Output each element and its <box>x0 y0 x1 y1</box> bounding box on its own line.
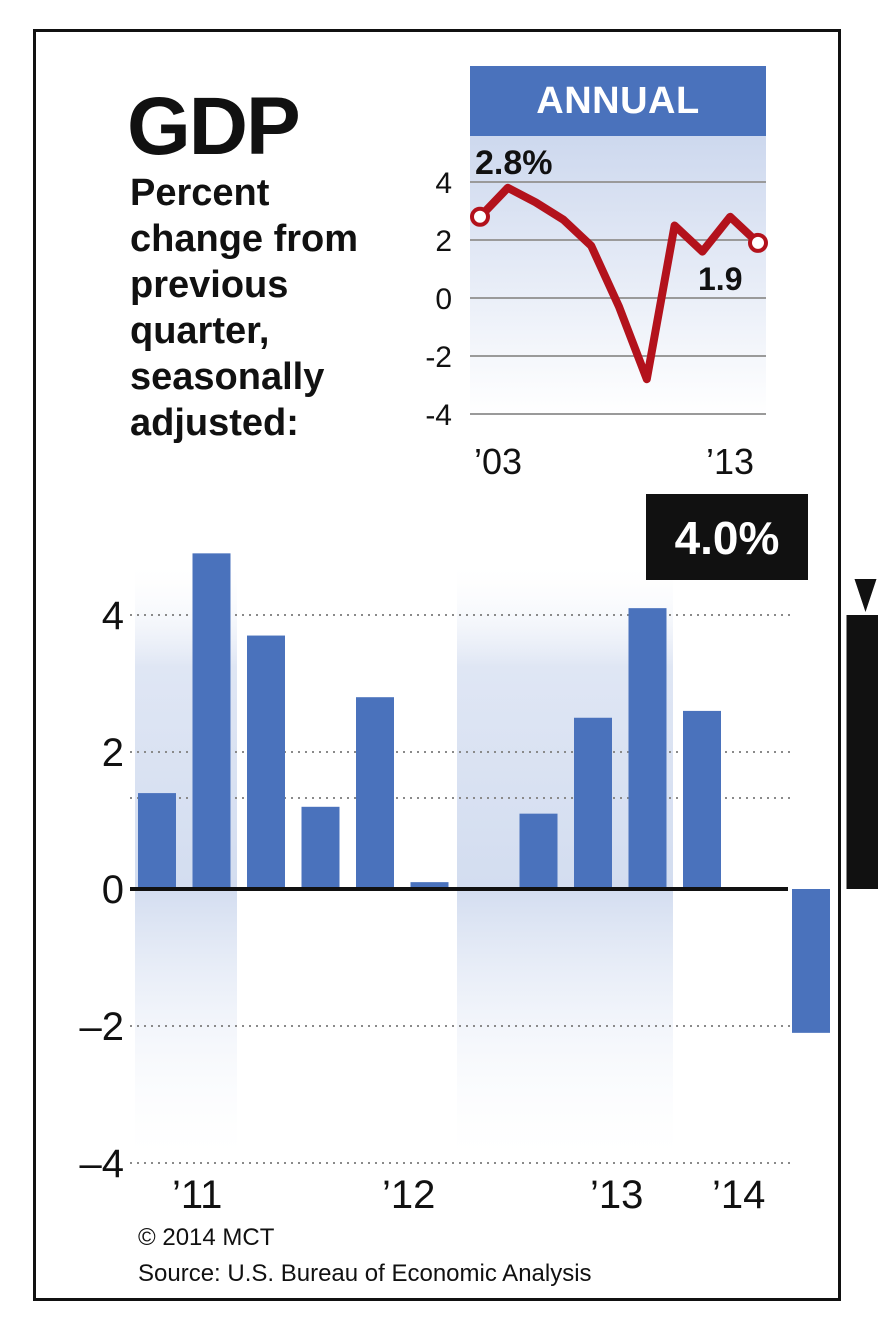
bar-y-tick-label: 4 <box>102 594 124 638</box>
bar-2011-q3 <box>247 635 285 889</box>
bar-x-tick-label: ’12 <box>382 1173 435 1217</box>
bar-x-tick-label: ’13 <box>590 1173 643 1217</box>
bar-2014-q1 <box>792 889 830 1033</box>
annual-start-label: 2.8% <box>475 144 553 182</box>
bar-y-tick-label: –4 <box>80 1142 125 1186</box>
bar-2011-q4 <box>301 806 340 889</box>
annual-chart-header: ANNUAL <box>470 66 766 136</box>
bar-2012-q2 <box>410 882 449 889</box>
chart-title: GDP <box>127 81 301 172</box>
bar-y-tick-label: –2 <box>80 1005 125 1049</box>
bar-2013-q1 <box>574 717 612 889</box>
annual-x-tick-label: ’13 <box>706 441 754 482</box>
highlight-callout-pointer <box>854 579 877 612</box>
bar-2013-q3 <box>683 710 721 889</box>
bar-2011-q2 <box>192 553 231 889</box>
bar-x-tick-label: ’14 <box>712 1173 765 1217</box>
annual-y-tick-label: -2 <box>425 341 452 374</box>
annual-endpoint-marker <box>748 232 768 253</box>
chart-subtitle: Percent change from previous quarter, se… <box>130 172 359 444</box>
annual-y-tick-label: 2 <box>435 225 452 258</box>
annual-y-tick-label: -4 <box>425 399 452 432</box>
highlight-callout-box <box>646 494 808 580</box>
bar-y-tick-label: 2 <box>102 731 124 775</box>
annual-y-tick-label: 0 <box>435 283 452 316</box>
copyright-note: © 2014 MCT <box>138 1224 275 1251</box>
annual-end-label: 1.9 <box>698 261 742 297</box>
bar-y-tick-label: 0 <box>102 868 124 912</box>
highlight-value-label: 4.0% <box>675 512 780 564</box>
annual-x-tick-label: ’03 <box>474 441 522 482</box>
source-note: Source: U.S. Bureau of Economic Analysis <box>138 1260 592 1287</box>
bar-2014-q2 <box>846 615 878 889</box>
bar-2012-q1 <box>356 697 394 889</box>
quarterly-bar-chart: 4 2 0 –2 –4 4.0% ’11 ’12 ’13 ’14 <box>80 494 878 1217</box>
annual-endpoint-marker <box>470 206 490 227</box>
annual-series-line <box>476 183 762 384</box>
bar-x-tick-label: ’11 <box>172 1173 222 1217</box>
annual-line-chart: 4 2 0 -2 -4 2.8% 1.9 ’03 ’13 <box>425 136 768 482</box>
bar-2013-q2 <box>628 608 667 889</box>
bar-2012-q4 <box>519 813 558 889</box>
bar-2011-q1 <box>138 793 176 889</box>
annual-y-tick-label: 4 <box>435 167 452 200</box>
